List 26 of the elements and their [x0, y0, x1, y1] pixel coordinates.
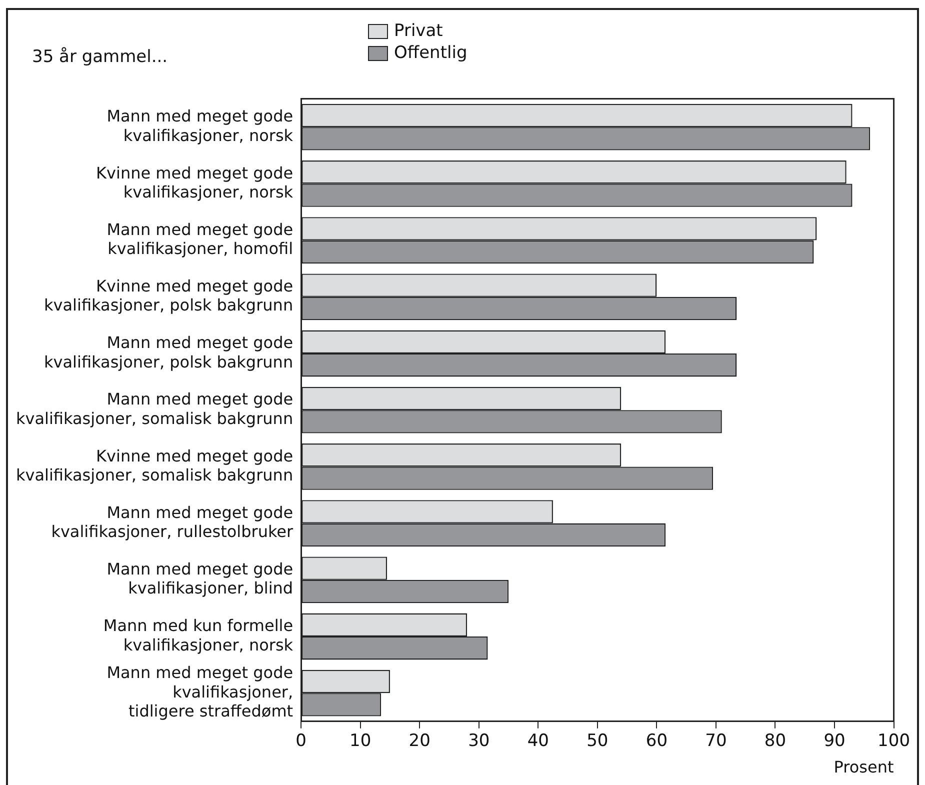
x-tick-label: 90 [824, 731, 846, 752]
y-tick-label: Mann med meget gode kvalifikasjoner, polsk bakgrunn [44, 333, 294, 372]
x-tick-label: 50 [586, 731, 608, 752]
x-axis-title: Prosent [834, 758, 894, 777]
y-tick-label: Mann med meget gode kvalifikasjoner, norsk [106, 106, 294, 145]
x-tick-label: 10 [350, 731, 372, 752]
y-tick-label: Mann med kun formelle kvalifikasjoner, norsk [103, 616, 294, 654]
text: 35 år gammel... [32, 47, 168, 67]
x-tick-label: 60 [646, 731, 668, 752]
y-tick-label: Mann med meget gode kvalifikasjoner, rullestolbruker [51, 502, 294, 542]
x-tick-label: 70 [705, 731, 727, 752]
x-tick-label: 20 [408, 731, 430, 752]
legend-label: Offentlig [394, 43, 468, 63]
y-tick-label: Kvinne med meget gode kvalifikasjoner, polsk bakgrunn [44, 276, 294, 315]
x-tick-label: 80 [764, 731, 786, 752]
y-tick-label: Kvinne med meget gode kvalifikasjoner, somalisk bakgrunn [16, 446, 294, 484]
y-tick-label: Mann med meget gode kvalifikasjoner, blind [106, 559, 294, 598]
y-tick-label: Mann med meget gode kvalifikasjoner, tidligere straffedømt [106, 663, 294, 720]
legend-label: Privat [394, 21, 443, 41]
y-tick-label: Mann med meget gode kvalifikasjoner, somalisk bakgrunn [16, 390, 294, 428]
x-tick-label: 0 [296, 731, 306, 752]
x-tick-label: 100 [878, 731, 910, 752]
y-tick-label: Kvinne med meget gode kvalifikasjoner, norsk [96, 163, 294, 202]
y-tick-label: Mann med meget gode kvalifikasjoner, homofil [106, 220, 294, 258]
x-tick-label: 40 [527, 731, 549, 752]
x-tick-label: 30 [468, 731, 490, 752]
